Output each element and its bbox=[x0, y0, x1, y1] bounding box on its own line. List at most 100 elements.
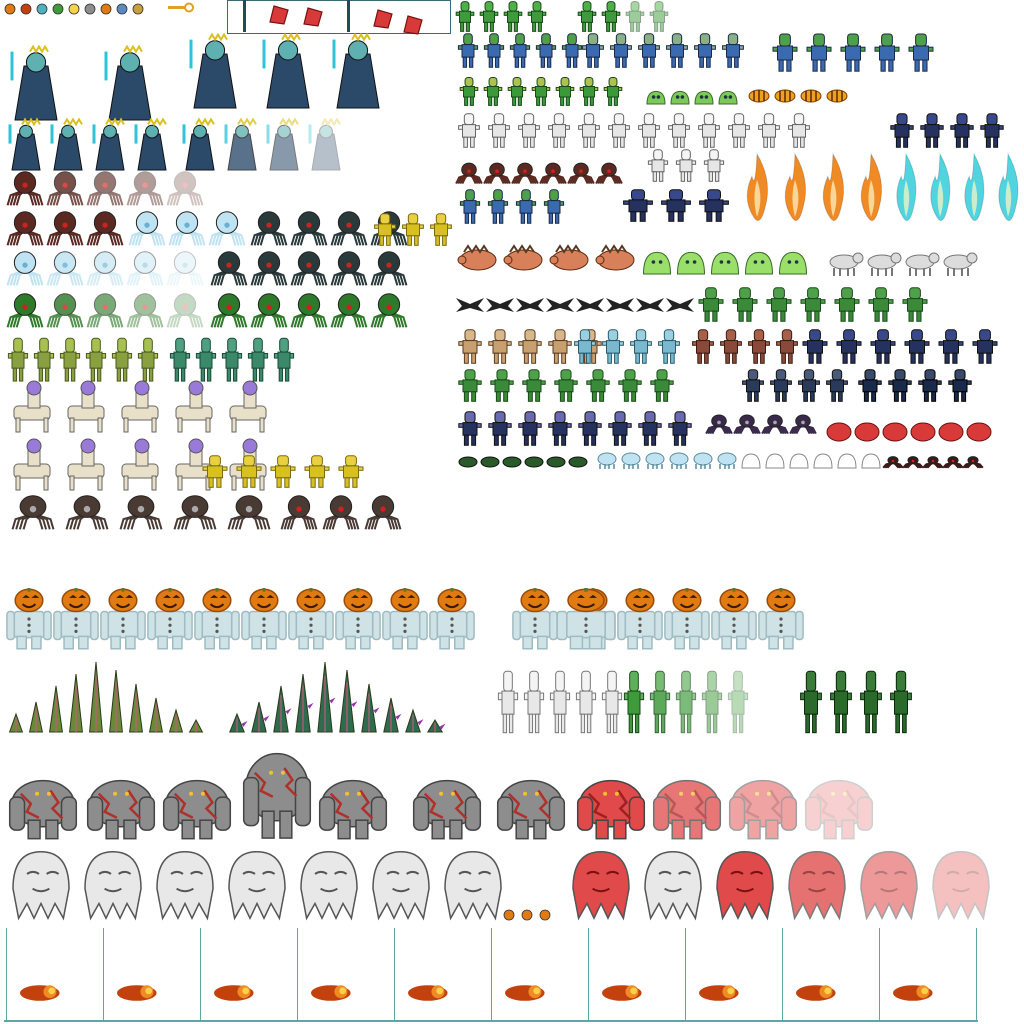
reaper-sprite bbox=[306, 117, 346, 171]
golem-sprite bbox=[240, 744, 314, 840]
pumpkin-head-sprite bbox=[288, 588, 334, 650]
hooded-sprite bbox=[576, 410, 604, 446]
hooded-sprite bbox=[946, 368, 974, 402]
golem-sprite bbox=[316, 774, 390, 840]
orb-icon bbox=[20, 3, 32, 15]
bee-sprite bbox=[748, 88, 770, 104]
spike-sprite bbox=[168, 708, 184, 733]
golem-sprite bbox=[410, 774, 484, 840]
mummy-sprite bbox=[726, 668, 750, 734]
ghoul-sprite bbox=[84, 336, 108, 382]
hooded-sprite bbox=[696, 286, 726, 322]
strip-tick bbox=[297, 928, 298, 1022]
zombie-sprite bbox=[542, 188, 566, 224]
crawler-sprite bbox=[942, 456, 964, 469]
mummy-sprite bbox=[674, 668, 698, 734]
hooded-sprite bbox=[834, 328, 864, 364]
archer-sprite bbox=[516, 328, 544, 364]
skeleton-sprite bbox=[726, 112, 752, 148]
skeleton-sprite bbox=[516, 112, 542, 148]
pumpkin-head-sprite bbox=[241, 588, 287, 650]
zombie-sprite bbox=[554, 76, 576, 106]
mummy-sprite bbox=[888, 668, 914, 734]
spike-sprite bbox=[48, 685, 64, 733]
spike-sprite bbox=[426, 719, 446, 733]
spike-sprite bbox=[404, 708, 424, 733]
bat-sprite bbox=[636, 296, 664, 314]
hooded-sprite bbox=[648, 368, 676, 402]
centaur-sprite bbox=[8, 380, 56, 434]
hooded-sprite bbox=[488, 368, 516, 402]
ghoul-sprite bbox=[272, 336, 296, 382]
zombie-sprite bbox=[636, 32, 662, 68]
golem-sprite bbox=[802, 774, 876, 840]
reaper-sprite bbox=[90, 117, 130, 171]
imp-sprite bbox=[428, 212, 454, 246]
spike-sprite bbox=[272, 685, 292, 733]
spider-sprite bbox=[166, 292, 204, 328]
zombie-sprite bbox=[506, 76, 528, 106]
wolf-sprite bbox=[940, 250, 978, 276]
spider-sprite bbox=[86, 292, 124, 328]
hooded-sprite bbox=[916, 368, 944, 402]
zombie-sprite bbox=[580, 32, 606, 68]
spider-sprite bbox=[290, 250, 328, 286]
spider-sprite bbox=[86, 250, 124, 286]
bee-sprite bbox=[826, 88, 848, 104]
bee-sprite bbox=[800, 88, 822, 104]
red-shard-sprite bbox=[300, 6, 326, 28]
fireball-sprite bbox=[214, 980, 258, 1006]
mummy-sprite bbox=[600, 668, 624, 734]
spider-sprite bbox=[511, 162, 539, 184]
spider-sprite bbox=[210, 250, 248, 286]
boar-sprite bbox=[548, 244, 590, 274]
strip-tick bbox=[200, 928, 201, 1022]
skeleton-sprite bbox=[702, 148, 726, 182]
zombie-sprite bbox=[454, 0, 476, 32]
spider-sprite bbox=[250, 250, 288, 286]
skeleton-sprite bbox=[606, 112, 632, 148]
mummy-sprite bbox=[700, 668, 724, 734]
hooded-sprite bbox=[936, 328, 966, 364]
crab-sprite bbox=[882, 420, 908, 442]
hooded-sprite bbox=[730, 286, 760, 322]
hooded-sprite bbox=[918, 112, 946, 148]
hooded-sprite bbox=[866, 286, 896, 322]
hooded-sprite bbox=[486, 410, 514, 446]
spike-sprite bbox=[148, 697, 164, 733]
zombie-sprite bbox=[608, 32, 634, 68]
imp-sprite bbox=[400, 212, 426, 246]
boar-sprite bbox=[594, 244, 636, 274]
archer-sprite bbox=[456, 328, 484, 364]
ghost-sprite bbox=[710, 848, 780, 922]
spider-sprite bbox=[733, 414, 761, 435]
fireball-sprite bbox=[796, 980, 840, 1006]
pumpkin-head-sprite bbox=[6, 588, 52, 650]
spider-sprite bbox=[370, 292, 408, 328]
spike-sprite bbox=[128, 683, 144, 733]
spider-sprite bbox=[208, 210, 246, 246]
outline-sprite bbox=[764, 452, 786, 470]
bat-sprite bbox=[576, 296, 604, 314]
golem-sprite bbox=[650, 774, 724, 840]
ghoul-sprite bbox=[6, 336, 30, 382]
spike-sprite bbox=[294, 673, 314, 733]
hooded-sprite bbox=[796, 368, 822, 402]
flame-sprite bbox=[816, 152, 850, 228]
pumpkin-head-sprite bbox=[194, 588, 240, 650]
hooded-sprite bbox=[620, 188, 656, 222]
zombie-sprite bbox=[648, 0, 670, 32]
archer-sprite bbox=[746, 328, 772, 364]
orb-icon bbox=[36, 3, 48, 15]
zombie-sprite bbox=[602, 76, 624, 106]
frame-divider bbox=[243, 0, 246, 32]
hooded-sprite bbox=[658, 188, 694, 222]
hooded-sprite bbox=[948, 112, 976, 148]
hooded-sprite bbox=[740, 368, 766, 402]
crawler-sprite bbox=[882, 456, 904, 469]
golem-sprite bbox=[6, 774, 80, 840]
spike-sprite bbox=[188, 718, 204, 733]
imp-sprite bbox=[372, 212, 398, 246]
slime-sprite bbox=[778, 250, 808, 275]
golem-sprite bbox=[574, 774, 648, 840]
